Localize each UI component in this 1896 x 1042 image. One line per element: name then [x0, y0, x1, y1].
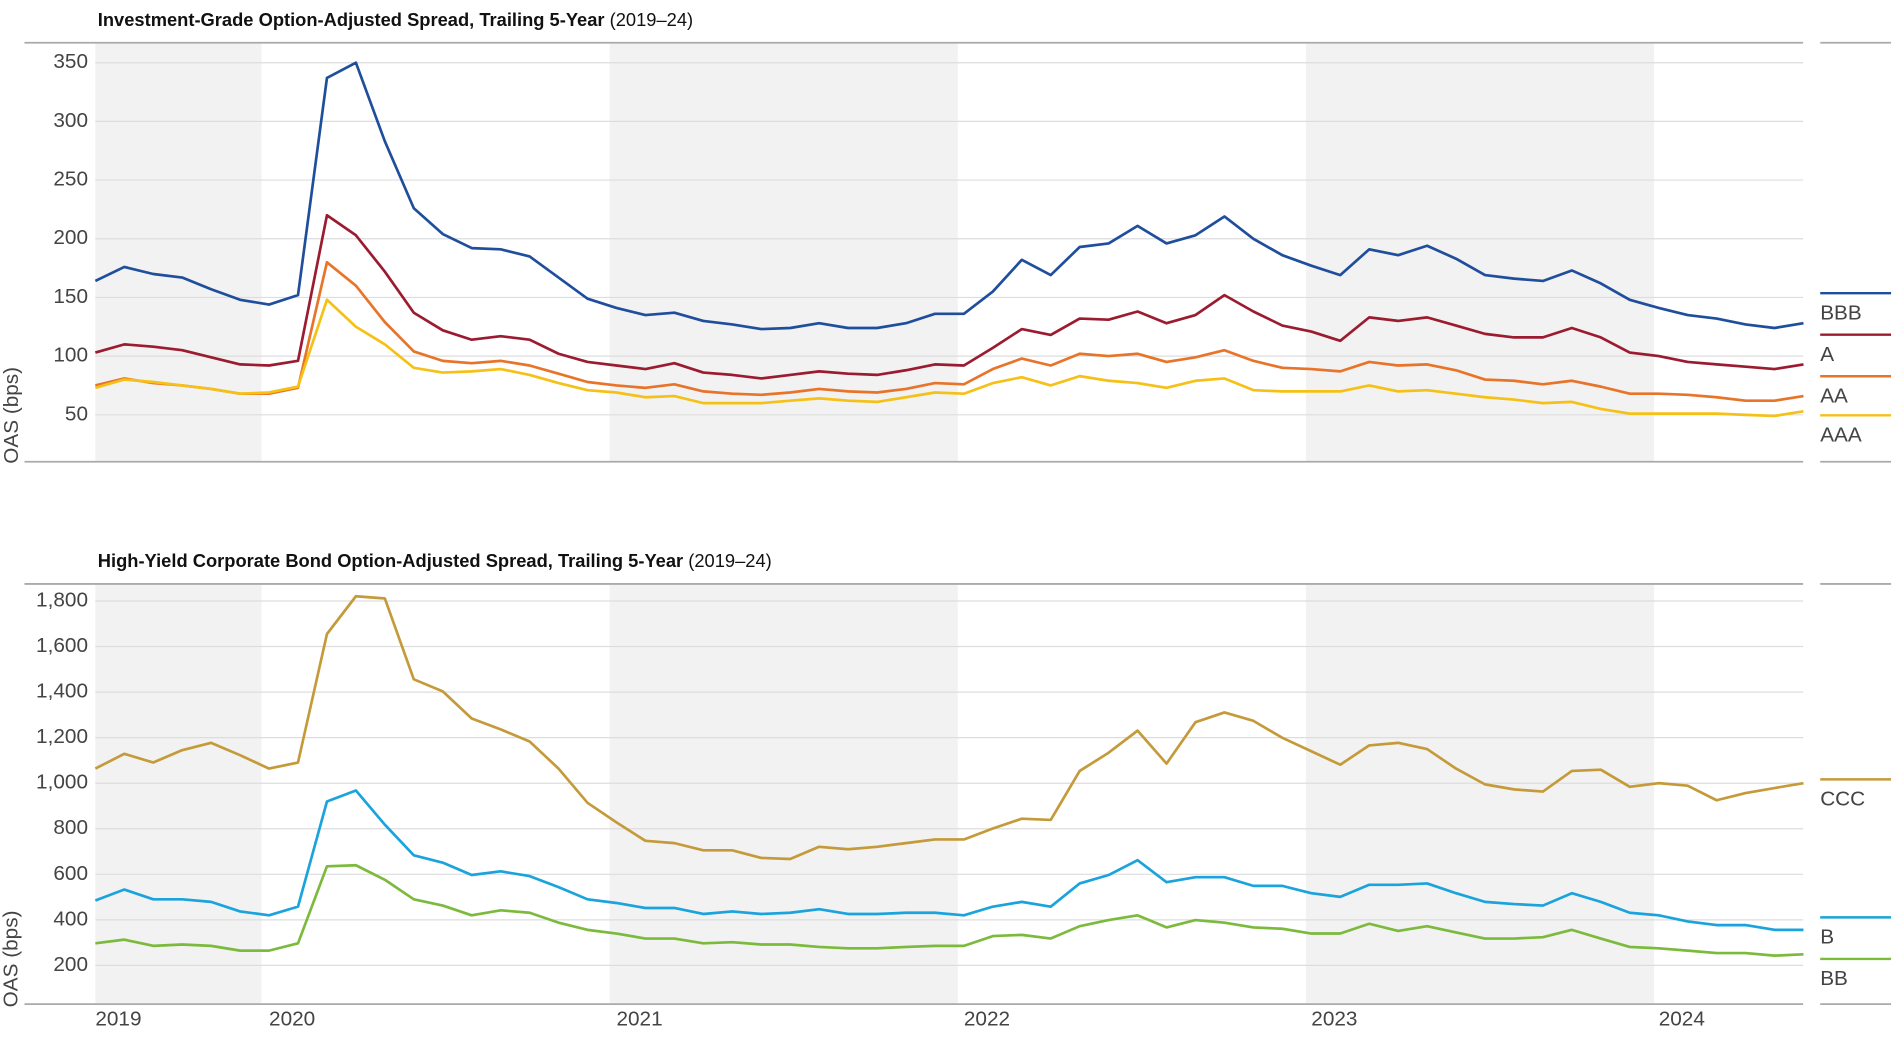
title-main: Investment-Grade Option-Adjusted Spread,… [98, 9, 605, 30]
x-tick-label: 2024 [1659, 1007, 1705, 1030]
y-tick-label: 200 [53, 226, 88, 249]
legend-label: A [1820, 343, 1834, 366]
y-axis-label: OAS (bps) [0, 910, 23, 1007]
legend-label: CCC [1820, 788, 1865, 811]
y-tick-label: 1,000 [36, 771, 88, 794]
series-line [94, 789, 1804, 932]
shade-band [95, 42, 262, 462]
y-tick-label: 150 [53, 285, 88, 308]
title-note: (2019–24) [688, 550, 772, 571]
x-tick-label: 2021 [616, 1007, 662, 1030]
chart-title: Investment-Grade Option-Adjusted Spread,… [98, 9, 693, 30]
y-tick-label: 600 [53, 862, 88, 885]
shade-band [609, 42, 958, 462]
y-tick-label: 1,400 [36, 680, 88, 703]
y-tick-label: 1,600 [36, 634, 88, 657]
x-tick-label: 2019 [95, 1007, 141, 1030]
legend-label: BB [1820, 967, 1848, 990]
series-line [95, 260, 1804, 403]
x-tick-label: 2020 [269, 1007, 315, 1030]
y-tick-label: 50 [65, 402, 88, 425]
shade-band [95, 583, 262, 1005]
chart-title: High-Yield Corporate Bond Option-Adjuste… [98, 550, 772, 571]
series-line [95, 863, 1804, 957]
legend-label: AAA [1820, 424, 1862, 447]
title-note: (2019–24) [610, 9, 694, 30]
y-axis-label: OAS (bps) [0, 367, 23, 464]
y-tick-label: 300 [53, 109, 88, 132]
x-tick-label: 2022 [964, 1007, 1010, 1030]
y-tick-label: 400 [53, 907, 88, 930]
title-main: High-Yield Corporate Bond Option-Adjuste… [98, 550, 683, 571]
shade-band [1305, 583, 1655, 1005]
y-tick-label: 1,800 [36, 588, 88, 611]
series-line [94, 594, 1804, 861]
series-line [94, 61, 1804, 331]
shade-band [1305, 42, 1655, 462]
y-tick-label: 250 [53, 168, 88, 191]
y-tick-label: 800 [53, 816, 88, 839]
legend-label: B [1820, 926, 1834, 949]
series-line [94, 213, 1804, 380]
series-line [94, 298, 1804, 418]
y-tick-label: 200 [53, 953, 88, 976]
y-tick-label: 350 [53, 50, 88, 73]
x-tick-label: 2023 [1311, 1007, 1357, 1030]
legend-label: BBB [1820, 301, 1862, 324]
shade-band [609, 583, 958, 1005]
y-tick-label: 100 [53, 344, 88, 367]
legend-label: AA [1820, 384, 1848, 407]
y-tick-label: 1,200 [36, 725, 88, 748]
